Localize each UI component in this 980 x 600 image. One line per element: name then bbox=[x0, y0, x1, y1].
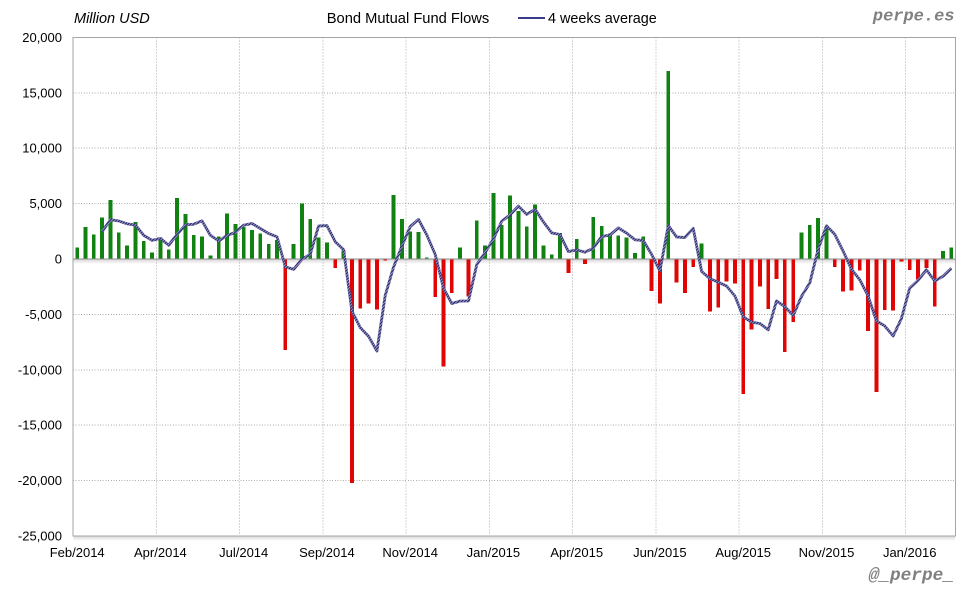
svg-text:15,000: 15,000 bbox=[22, 85, 62, 100]
svg-text:10,000: 10,000 bbox=[22, 141, 62, 156]
svg-text:@_perpe_: @_perpe_ bbox=[869, 566, 954, 586]
svg-text:5,000: 5,000 bbox=[29, 196, 62, 211]
svg-text:-25,000: -25,000 bbox=[18, 529, 62, 544]
svg-text:Jan/2015: Jan/2015 bbox=[467, 545, 521, 560]
svg-text:Apr/2014: Apr/2014 bbox=[134, 545, 187, 560]
svg-text:perpe.es: perpe.es bbox=[872, 8, 955, 27]
svg-text:Sep/2014: Sep/2014 bbox=[299, 545, 355, 560]
svg-text:-5,000: -5,000 bbox=[25, 307, 62, 322]
svg-text:4 weeks average: 4 weeks average bbox=[548, 11, 657, 27]
svg-text:0: 0 bbox=[55, 252, 62, 267]
svg-text:Nov/2015: Nov/2015 bbox=[799, 545, 855, 560]
svg-text:Jan/2016: Jan/2016 bbox=[883, 545, 937, 560]
svg-text:-15,000: -15,000 bbox=[18, 418, 62, 433]
svg-text:Jun/2015: Jun/2015 bbox=[633, 545, 687, 560]
svg-text:Apr/2015: Apr/2015 bbox=[550, 545, 603, 560]
svg-text:Bond Mutual Fund Flows: Bond Mutual Fund Flows bbox=[327, 11, 489, 27]
svg-text:Aug/2015: Aug/2015 bbox=[715, 545, 771, 560]
svg-text:-10,000: -10,000 bbox=[18, 362, 62, 377]
svg-text:Nov/2014: Nov/2014 bbox=[382, 545, 438, 560]
svg-text:-20,000: -20,000 bbox=[18, 473, 62, 488]
svg-text:20,000: 20,000 bbox=[22, 30, 62, 45]
svg-text:Feb/2014: Feb/2014 bbox=[50, 545, 105, 560]
svg-text:Million USD: Million USD bbox=[74, 11, 150, 27]
svg-text:Jul/2014: Jul/2014 bbox=[219, 545, 268, 560]
